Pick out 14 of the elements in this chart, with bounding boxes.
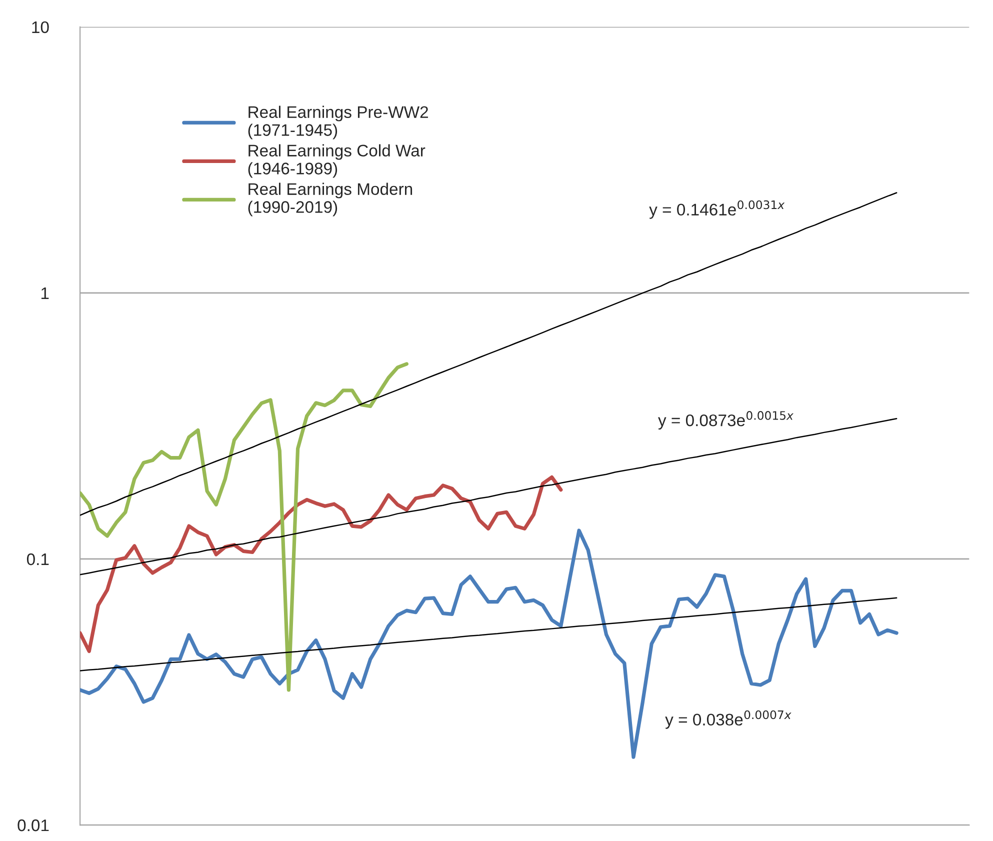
line-series xyxy=(80,597,898,672)
line-series xyxy=(80,362,408,692)
y-tick-label: 10 xyxy=(32,21,49,34)
annotation: y = 0.0873e$^{0.0015x}$ xyxy=(658,411,794,430)
y-tick-label: 1 xyxy=(41,288,49,299)
annotation: y = 0.1461e$^{0.0031x}$ xyxy=(649,200,785,219)
line-series xyxy=(80,475,563,654)
line-series xyxy=(80,528,898,759)
legend-label: Real Earnings Cold War (1946-1989) xyxy=(248,144,426,178)
y-tick-label: 0.1 xyxy=(26,553,49,566)
legend-label: Real Earnings Pre-WW2 (1971-1945) xyxy=(248,106,428,140)
y-tick-label: 0.01 xyxy=(18,819,49,832)
annotation: y = 0.038e$^{0.0007x}$ xyxy=(665,710,792,729)
legend-label: Real Earnings Modern (1990-2019) xyxy=(248,182,412,216)
